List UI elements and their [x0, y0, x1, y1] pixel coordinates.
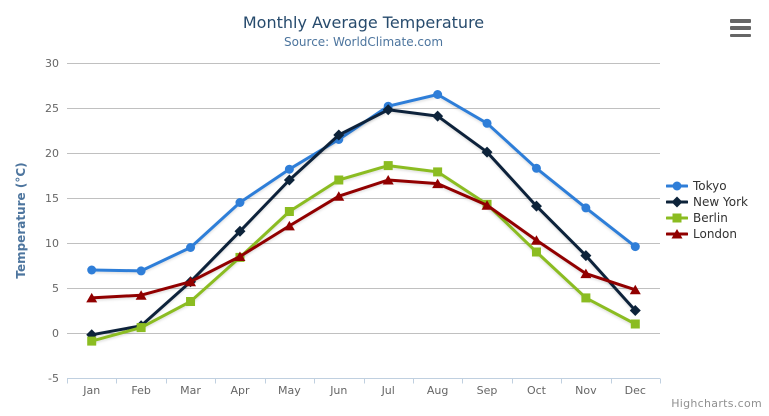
y-axis-label: -5	[48, 372, 59, 385]
series-point-new-york[interactable]	[333, 129, 345, 141]
legend-item-new-york[interactable]: New York	[666, 194, 748, 210]
series-point-tokyo[interactable]	[284, 164, 294, 174]
series-point-berlin[interactable]	[284, 207, 294, 216]
series-point-berlin[interactable]	[186, 297, 196, 306]
series-point-berlin[interactable]	[581, 293, 591, 303]
legend-symbol-marker	[672, 181, 682, 191]
series-point-tokyo[interactable]	[630, 242, 640, 252]
legend-label-new-york: New York	[693, 195, 748, 209]
series-point-london[interactable]	[382, 175, 394, 185]
y-axis-label: 0	[52, 327, 59, 340]
series-point-new-york[interactable]	[382, 104, 394, 116]
y-axis-label: 15	[45, 192, 59, 205]
hamburger-bar	[730, 26, 751, 30]
series-point-tokyo[interactable]	[581, 203, 591, 213]
legend-symbol-marker	[671, 229, 683, 239]
chart-title: Monthly Average Temperature	[242, 13, 485, 32]
series-point-london[interactable]	[185, 276, 197, 287]
series-point-london[interactable]	[86, 292, 98, 303]
series-point-berlin[interactable]	[136, 323, 146, 333]
series-point-new-york[interactable]	[234, 225, 246, 237]
series-line-berlin	[90, 164, 637, 343]
x-axis-label: May	[278, 384, 301, 397]
chart-subtitle: Source: WorldClimate.com	[283, 35, 444, 49]
series-point-berlin[interactable]	[87, 336, 97, 346]
series-point-london[interactable]	[135, 290, 147, 300]
x-axis-label: Jun	[329, 384, 347, 397]
series-point-tokyo[interactable]	[87, 265, 97, 275]
legend-label-tokyo: Tokyo	[693, 179, 727, 193]
x-axis-label: Oct	[527, 384, 547, 397]
series-point-tokyo[interactable]	[136, 266, 146, 276]
legend-label-berlin: Berlin	[693, 211, 728, 225]
x-axis-label: Aug	[427, 384, 448, 397]
legend: Tokyo New York Berlin London	[666, 178, 748, 242]
series-point-tokyo[interactable]	[531, 163, 541, 173]
series-point-berlin[interactable]	[334, 175, 344, 185]
series-point-new-york[interactable]	[629, 305, 641, 316]
series-point-london[interactable]	[333, 191, 345, 201]
y-axis-label: 5	[52, 282, 59, 295]
x-axis-label: Feb	[131, 384, 150, 397]
series-point-london[interactable]	[580, 268, 592, 279]
x-axis-label: Mar	[180, 384, 201, 397]
series-line-london	[90, 178, 637, 300]
series-line-new-york	[90, 108, 637, 337]
series-point-tokyo[interactable]	[482, 118, 492, 128]
legend-item-berlin[interactable]: Berlin	[666, 210, 748, 226]
x-axis-label: Jan	[82, 384, 100, 397]
x-axis-label: Apr	[230, 384, 250, 397]
series-point-berlin[interactable]	[433, 167, 443, 177]
series-point-london[interactable]	[629, 284, 641, 295]
legend-item-london[interactable]: London	[666, 226, 748, 242]
legend-diamond-icon	[666, 196, 688, 208]
legend-triangle-icon	[666, 229, 688, 239]
x-axis-label: Nov	[575, 384, 597, 397]
series-point-berlin[interactable]	[630, 319, 640, 329]
legend-square-icon	[666, 213, 688, 223]
hamburger-bar	[730, 19, 751, 23]
y-axis-label: 25	[45, 102, 59, 115]
series-point-london[interactable]	[283, 220, 295, 231]
hamburger-bar	[730, 33, 751, 37]
series-point-tokyo[interactable]	[235, 198, 245, 207]
x-axis-label: Jul	[381, 384, 395, 397]
legend-label-london: London	[693, 227, 737, 241]
series-point-tokyo[interactable]	[433, 90, 443, 99]
series-point-berlin[interactable]	[531, 247, 541, 257]
credits-link[interactable]: Highcharts.com	[671, 397, 762, 410]
x-axis-label: Dec	[625, 384, 646, 397]
series-point-berlin[interactable]	[383, 161, 393, 171]
legend-symbol-marker	[671, 196, 683, 208]
series-point-new-york[interactable]	[432, 110, 444, 122]
y-axis-label: 10	[45, 237, 59, 250]
series-point-new-york[interactable]	[283, 174, 295, 186]
series-point-new-york[interactable]	[481, 146, 493, 158]
series-point-london[interactable]	[432, 178, 444, 189]
series-point-new-york[interactable]	[530, 200, 542, 212]
series-point-london[interactable]	[530, 235, 542, 245]
series-point-london[interactable]	[481, 200, 493, 210]
x-axis-label: Sep	[477, 384, 498, 397]
y-axis-label: 20	[45, 147, 59, 160]
legend-symbol-marker	[672, 213, 682, 223]
legend-item-tokyo[interactable]: Tokyo	[666, 178, 748, 194]
series-point-new-york[interactable]	[580, 250, 592, 262]
y-axis-label: 30	[45, 57, 59, 70]
y-axis-title: Temperature (°C)	[14, 162, 28, 278]
series-point-tokyo[interactable]	[186, 243, 196, 252]
export-menu-button[interactable]	[728, 17, 753, 39]
series-point-london[interactable]	[234, 251, 246, 262]
legend-circle-icon	[666, 181, 688, 191]
